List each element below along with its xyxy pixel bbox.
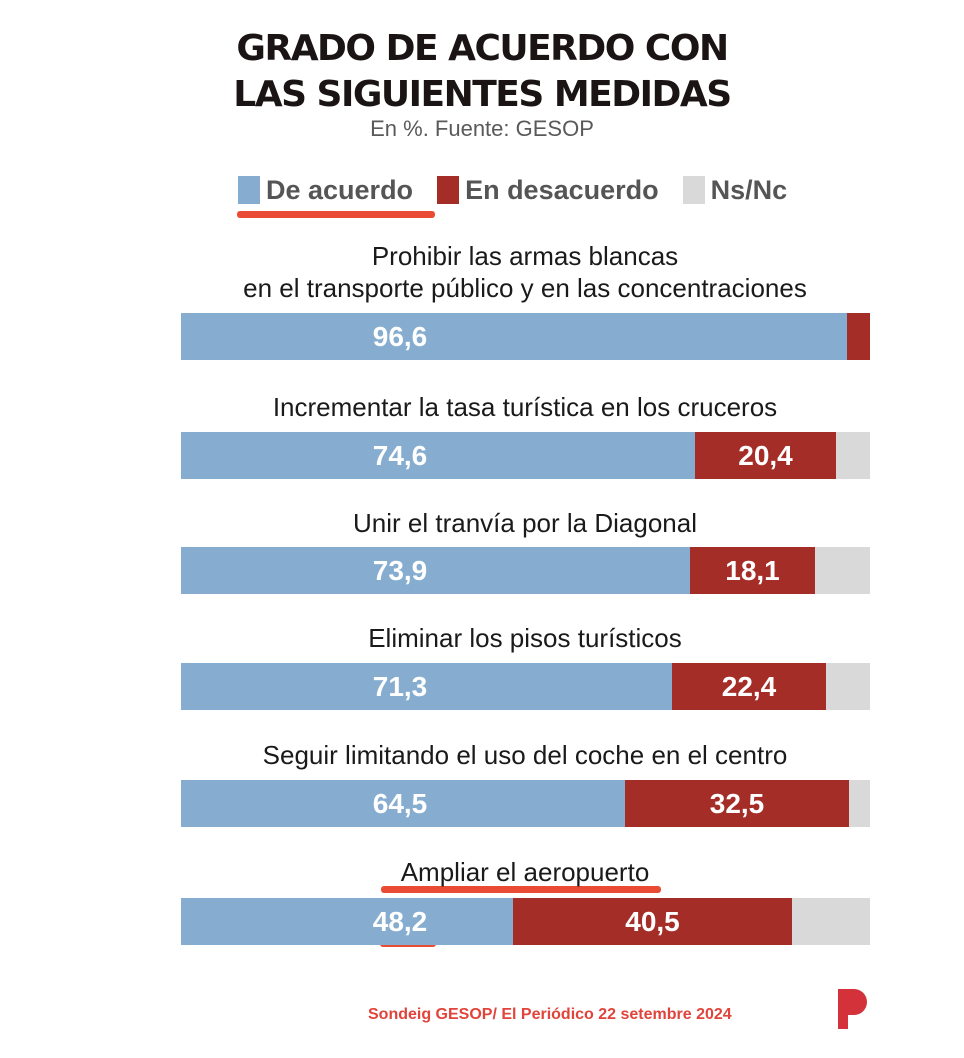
- data-label: 20,4: [738, 440, 793, 471]
- el-periodico-logo-icon: [838, 989, 867, 1029]
- bar-segment-en-desacuerdo: [695, 432, 836, 479]
- legend-label-de-acuerdo: De acuerdo: [266, 174, 414, 205]
- category-label: en el transporte público y en las concen…: [243, 273, 807, 303]
- legend-item-en-desacuerdo: En desacuerdo: [437, 175, 659, 206]
- bar-segment-ns-nc: [792, 898, 870, 945]
- data-label: 64,5: [372, 788, 428, 819]
- data-label: 32,5: [709, 788, 765, 819]
- bar-segment-en-desacuerdo: [625, 780, 849, 827]
- data-label: 18,1: [725, 555, 780, 586]
- bar-row: 71,3 22,4: [181, 663, 870, 710]
- bar-row: 48,2 40,5: [181, 898, 870, 945]
- legend-item-ns-nc: Ns/Nc: [682, 174, 788, 206]
- bar-segment-de-acuerdo: [181, 663, 672, 710]
- data-label: 71,3: [372, 671, 428, 702]
- legend-item-de-acuerdo: De acuerdo: [238, 175, 413, 206]
- bar-row: 73,9 18,1: [181, 547, 870, 594]
- chart-subtitle: En %. Fuente: GESOP: [370, 116, 594, 141]
- bar-row: 74,6 20,4: [181, 432, 870, 479]
- data-label: 40,5: [625, 906, 680, 937]
- data-label: 74,6: [372, 440, 428, 471]
- bar-segment-de-acuerdo: [181, 313, 847, 360]
- legend-label-en-desacuerdo: En desacuerdo: [465, 174, 659, 205]
- legend: De acuerdo En desacuerdo Ns/Nc: [238, 174, 811, 206]
- bar-segment-ns-nc: [849, 780, 870, 827]
- data-label: 48,2: [372, 906, 428, 937]
- legend-swatch-ns-nc: [682, 176, 705, 204]
- data-label: 22,4: [721, 671, 777, 702]
- bar-segment-ns-nc: [836, 432, 870, 479]
- annotation-underline-legend: [237, 211, 435, 218]
- bar-segment-de-acuerdo: [181, 898, 513, 945]
- data-label: 73,9: [372, 555, 428, 586]
- bar-segment-ns-nc: [815, 547, 870, 594]
- legend-label-ns-nc: Ns/Nc: [710, 174, 788, 205]
- category-label: Seguir limitando el uso del coche en el …: [262, 740, 788, 770]
- chart-title-line-1: GRADO DE ACUERDO CON: [236, 28, 729, 69]
- bar-segment-en-desacuerdo: [847, 313, 870, 360]
- category-label: Unir el tranvía por la Diagonal: [353, 508, 697, 538]
- data-label: 96,6: [372, 321, 428, 352]
- bar-segment-en-desacuerdo: [672, 663, 826, 710]
- legend-swatch-en-desacuerdo: [437, 176, 460, 204]
- category-label: Prohibir las armas blancas: [371, 241, 679, 271]
- category-label: Eliminar los pisos turísticos: [368, 623, 682, 653]
- bar-row: 64,5 32,5: [181, 780, 870, 827]
- annotation-underline-ampliar-aeropuerto: [381, 886, 661, 893]
- bar-segment-de-acuerdo: [181, 547, 690, 594]
- bar-segment-de-acuerdo: [181, 432, 695, 479]
- bar-segment-de-acuerdo: [181, 780, 625, 827]
- bar-segment-en-desacuerdo: [513, 898, 792, 945]
- bar-segment-en-desacuerdo: [690, 547, 815, 594]
- bar-segment-ns-nc: [826, 663, 870, 710]
- category-label: Ampliar el aeropuerto: [400, 857, 650, 887]
- chart-title: GRADO DE ACUERDO CON LAS SIGUIENTES MEDI…: [0, 26, 964, 118]
- bar-row: 96,6: [181, 313, 870, 360]
- category-label: Incrementar la tasa turística en los cru…: [272, 392, 778, 422]
- legend-swatch-de-acuerdo: [238, 176, 260, 204]
- chart-title-line-2: LAS SIGUIENTES MEDIDAS: [233, 74, 732, 115]
- footer-source: Sondeig GESOP/ El Periódico 22 setembre …: [368, 1006, 732, 1023]
